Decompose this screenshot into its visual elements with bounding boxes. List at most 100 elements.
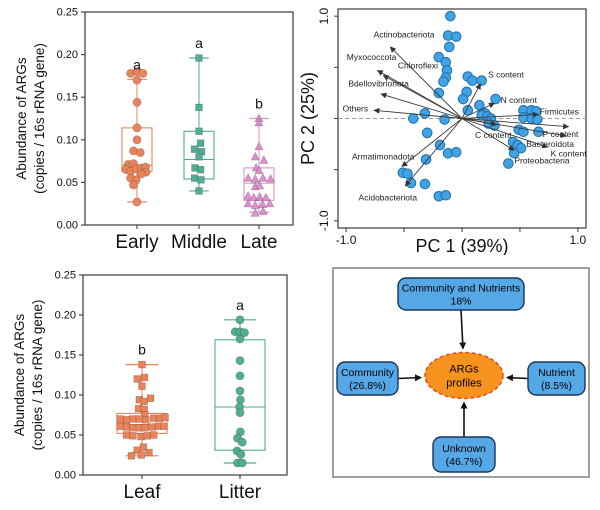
y-axis-title: Abundance of ARGs (copies / 16s rRNA gene…: [12, 300, 45, 451]
svg-text:0.05: 0.05: [57, 177, 78, 189]
y-axis-title: PC 2 (25%): [300, 72, 318, 165]
pca-biplot-svg: -1.0 1.0 -1.0 1.0 PC 1 (39%) PC 2 (25%) Actino…: [300, 7, 588, 255]
loading-arrow: [461, 118, 515, 151]
svg-text:Unknown: Unknown: [442, 443, 486, 455]
loading-arrow: [373, 107, 463, 119]
y-axis: 0.00 0.05 0.10 0.15 0.20 0.25: [55, 270, 83, 482]
plot-frame: [84, 11, 294, 226]
svg-text:18%: 18%: [450, 296, 471, 308]
svg-text:0.00: 0.00: [55, 470, 76, 482]
panel-succession-boxplot: 0.00 0.05 0.10 0.15 0.20 0.25 Abundance of ARG…: [0, 0, 300, 255]
loading-label: Bacteroidota: [526, 139, 574, 149]
sig-letter: a: [195, 35, 203, 51]
svg-text:0.15: 0.15: [57, 92, 78, 104]
panel-substrate-boxplot: 0.00 0.05 0.10 0.15 0.20 0.25 Abundance of ARG…: [0, 255, 300, 510]
loading-label: Proteobacteria: [514, 155, 570, 165]
loading-label: K content: [551, 148, 588, 158]
loading-label: Armatimonadota: [352, 151, 415, 161]
node-nutrient: Nutrient(8.5%): [527, 361, 586, 396]
svg-text:0.25: 0.25: [57, 7, 78, 19]
sig-letter: b: [255, 96, 263, 112]
svg-text:0.15: 0.15: [55, 350, 76, 362]
svg-text:Abundance of ARGs: Abundance of ARGs: [14, 57, 29, 180]
category-label: Leaf: [124, 482, 162, 503]
node-args-profiles: ARGs profiles: [424, 351, 504, 400]
sig-letter: a: [236, 297, 244, 313]
loading-label: S content: [488, 69, 525, 79]
y-axis-title: Abundance of ARGs (copies / 16s rRNA gene…: [14, 43, 47, 194]
svg-text:1.0: 1.0: [570, 233, 587, 247]
svg-text:(copies / 16s rRNA gene): (copies / 16s rRNA gene): [30, 300, 45, 451]
category-label: Litter: [219, 482, 262, 503]
category-label: Late: [241, 232, 278, 253]
svg-text:Community and Nutrients: Community and Nutrients: [402, 283, 520, 295]
panel-variance-partition-diagram: Community and Nutrients 18% Community (26.8…: [300, 255, 600, 510]
svg-text:0.20: 0.20: [57, 49, 78, 61]
svg-text:Abundance of ARGs: Abundance of ARGs: [12, 314, 27, 437]
loading-arrow: [461, 118, 570, 130]
node-community: Community(26.8%): [336, 361, 399, 396]
loading-arrow: [401, 118, 463, 167]
svg-text:0.10: 0.10: [55, 390, 76, 402]
svg-text:Nutrient: Nutrient: [538, 367, 575, 379]
svg-text:-1.0: -1.0: [336, 233, 357, 247]
svg-text:(46.7%): (46.7%): [446, 456, 483, 468]
loading-label: P content: [543, 129, 579, 139]
data-points: [121, 67, 151, 207]
sig-letter: a: [133, 56, 141, 72]
box-group-litter: a Litter: [214, 297, 266, 503]
loading-label: Myxococcota: [347, 52, 397, 62]
loading-arrow: [382, 75, 463, 119]
loading-arrow: [389, 46, 463, 119]
svg-text:0.05: 0.05: [55, 430, 76, 442]
x-axis-title: PC 1 (39%): [415, 236, 508, 255]
svg-text:1.0: 1.0: [317, 7, 331, 24]
box-group-middle: a Middle: [171, 35, 227, 253]
plot-frame: [82, 274, 288, 476]
loading-label: C content: [475, 130, 512, 140]
category-label: Middle: [171, 232, 227, 253]
box-group-early: a Early: [115, 56, 159, 253]
node-unknown: Unknown(46.7%): [432, 436, 496, 473]
loading-arrow: [461, 118, 549, 149]
svg-text:(8.5%): (8.5%): [541, 380, 572, 392]
sig-letter: b: [138, 342, 146, 358]
data-points: [190, 54, 206, 195]
svg-text:(copies / 16s rRNA gene): (copies / 16s rRNA gene): [32, 43, 47, 194]
data-points: [230, 315, 249, 468]
svg-text:0.10: 0.10: [57, 134, 78, 146]
svg-text:profiles: profiles: [446, 378, 482, 390]
svg-text:(26.8%): (26.8%): [349, 380, 386, 392]
box-group-leaf: b Leaf: [116, 342, 169, 503]
loading-label: Firmicutes: [540, 106, 579, 116]
loading-label: Actinobacteriota: [374, 30, 435, 40]
loading-arrow: [461, 111, 539, 119]
loading-label: Others: [343, 103, 369, 113]
axes-ticks: -1.0 1.0 -1.0 1.0: [317, 7, 587, 247]
succession-boxplot-svg: 0.00 0.05 0.10 0.15 0.20 0.25 Abundance of ARG…: [14, 7, 294, 254]
svg-text:Community: Community: [341, 367, 395, 379]
category-label: Early: [115, 232, 159, 253]
box-group-late: b Late: [241, 96, 278, 254]
loading-label: Bdellovibrionota: [348, 79, 409, 89]
loading-arrow: [380, 92, 463, 119]
svg-text:0.20: 0.20: [55, 310, 76, 322]
loading-arrow: [461, 102, 495, 119]
diagram-arrows: [397, 309, 529, 437]
data-points: [116, 360, 169, 460]
connector-arrow: [397, 374, 422, 382]
loading-label: N content: [501, 95, 538, 105]
loading-arrow: [461, 83, 481, 119]
svg-text:-1.0: -1.0: [317, 210, 331, 231]
connector-arrow: [506, 374, 529, 382]
y-axis: 0.00 0.05 0.10 0.15 0.20 0.25: [57, 7, 85, 232]
loading-label: Chloroflexi: [398, 60, 438, 70]
substrate-boxplot-svg: 0.00 0.05 0.10 0.15 0.20 0.25 Abundance of ARG…: [12, 270, 288, 503]
diagram-border: [332, 267, 590, 478]
sample-points: [397, 10, 544, 202]
panel-pca-biplot: -1.0 1.0 -1.0 1.0 PC 1 (39%) PC 2 (25%) Actino…: [300, 0, 600, 255]
